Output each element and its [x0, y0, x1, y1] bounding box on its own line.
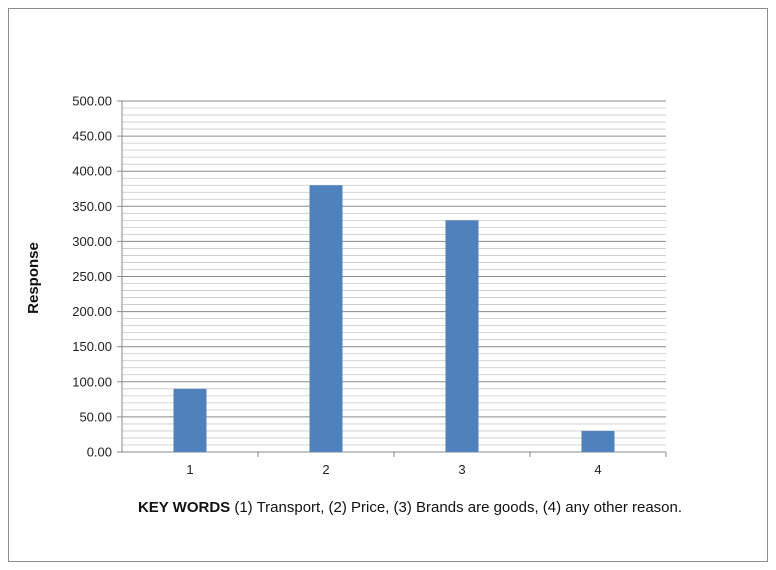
bar-3	[445, 220, 479, 452]
x-tick-label: 1	[186, 462, 193, 477]
x-axis-label: KEY WORDS (1) Transport, (2) Price, (3) …	[110, 497, 710, 519]
y-tick-label: 0.00	[87, 445, 112, 460]
chart-frame	[8, 8, 768, 562]
bars	[173, 185, 615, 453]
x-axis-label-text: (1) Transport, (2) Price, (3) Brands are…	[230, 499, 683, 516]
y-tick-label: 350.00	[72, 199, 112, 214]
x-tick-label: 3	[458, 462, 465, 477]
bar-4	[581, 430, 615, 452]
y-tick-label: 450.00	[72, 129, 112, 144]
y-tick-label: 400.00	[72, 164, 112, 179]
x-axis-label-keywords: KEY WORDS	[137, 499, 231, 516]
x-tick-labels: 1 2 3 4	[186, 462, 601, 477]
axes	[117, 100, 667, 457]
y-tick-label: 200.00	[72, 304, 112, 319]
y-axis-label: Response	[25, 242, 42, 314]
y-tick-label: 500.00	[72, 94, 112, 109]
x-tick-label: 2	[322, 462, 329, 477]
bar-1	[173, 388, 207, 452]
bar-2	[309, 185, 343, 453]
y-tick-label: 300.00	[72, 234, 112, 249]
y-tick-label: 50.00	[79, 409, 112, 424]
y-tick-label: 250.00	[72, 269, 112, 284]
y-tick-label: 150.00	[72, 339, 112, 354]
y-tick-labels: 0.00 50.00 100.00 150.00 200.00 250.00 300.00 3…	[72, 94, 112, 460]
y-tick-label: 100.00	[72, 374, 112, 389]
x-tick-label: 4	[594, 462, 601, 477]
